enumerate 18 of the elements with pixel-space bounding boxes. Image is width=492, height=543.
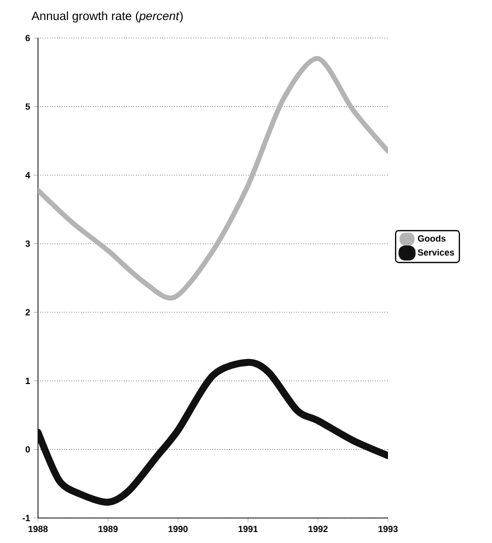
y-tick-label: 4: [25, 172, 30, 178]
x-tick-label: 1989: [98, 526, 118, 532]
y-tick-label: 6: [26, 34, 30, 42]
y-tick-label: 5: [26, 103, 30, 110]
y-tick-label: 2: [26, 309, 30, 316]
x-tick-label: 1991: [238, 526, 258, 532]
x-tick-label: 1993: [378, 526, 398, 532]
x-tick-label: 1988: [28, 526, 48, 532]
y-tick-label: 3: [25, 240, 30, 247]
y-tick-label: 0: [26, 446, 30, 453]
y-tick-label: 1: [26, 378, 30, 384]
chart-title: Annual growth rate (percent): [32, 11, 183, 23]
y-tick-label: -1: [22, 514, 30, 522]
legend-label: Services: [418, 249, 454, 256]
x-tick-label: 1990: [168, 526, 188, 532]
line-series: [38, 56, 388, 300]
legend-label: Goods: [418, 235, 446, 242]
x-tick-label: 1992: [308, 526, 328, 532]
